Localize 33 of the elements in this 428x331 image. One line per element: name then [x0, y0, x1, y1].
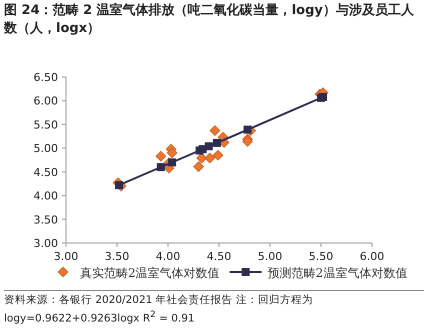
y-tick-label: 4.50 [34, 166, 58, 179]
y-tick-label: 3.50 [34, 213, 58, 226]
legend-label: 预测范畴2温室气体对数值 [268, 266, 408, 280]
point [156, 150, 166, 162]
point [319, 92, 328, 101]
chart-title: 图 24：范畴 2 温室气体排放（吨二氧化碳当量，logy）与涉及员工人数（人，logx） [4, 2, 414, 38]
point [115, 181, 124, 190]
y-tick-label: 5.50 [34, 118, 58, 132]
y-tick-label: 6.00 [34, 94, 58, 108]
y-tick-label: 5.00 [34, 142, 58, 156]
point [242, 136, 253, 147]
x-tick-label: 5.00 [258, 250, 282, 263]
point [193, 161, 204, 172]
point [210, 125, 220, 136]
point [204, 152, 216, 164]
point [166, 148, 178, 158]
text: 资料来源：各银行 2020/2021 年社会责任报告 注：回归方程为 logy=0.9622+0.9263logx R$^{2}$ = 0.91 [4, 290, 424, 326]
legend-label: 真实范畴2温室气体对数值 [80, 266, 220, 280]
point [204, 142, 213, 150]
point [212, 138, 221, 147]
x-tick-label: 6.00 [360, 250, 384, 263]
y-tick-label: 6.50 [34, 71, 58, 84]
x-tick-label: 5.50 [308, 250, 334, 263]
point [244, 126, 252, 134]
point [212, 150, 224, 161]
y-tick-label: 4.00 [34, 190, 58, 203]
x-tick-label: 3.50 [104, 250, 130, 263]
point [156, 163, 165, 172]
x-tick-label: 4.50 [206, 250, 232, 263]
x-tick-label: 3.00 [54, 250, 78, 263]
y-tick-label: 3.00 [34, 237, 58, 250]
x-tick-label: 4.00 [156, 250, 180, 263]
point [168, 158, 176, 166]
